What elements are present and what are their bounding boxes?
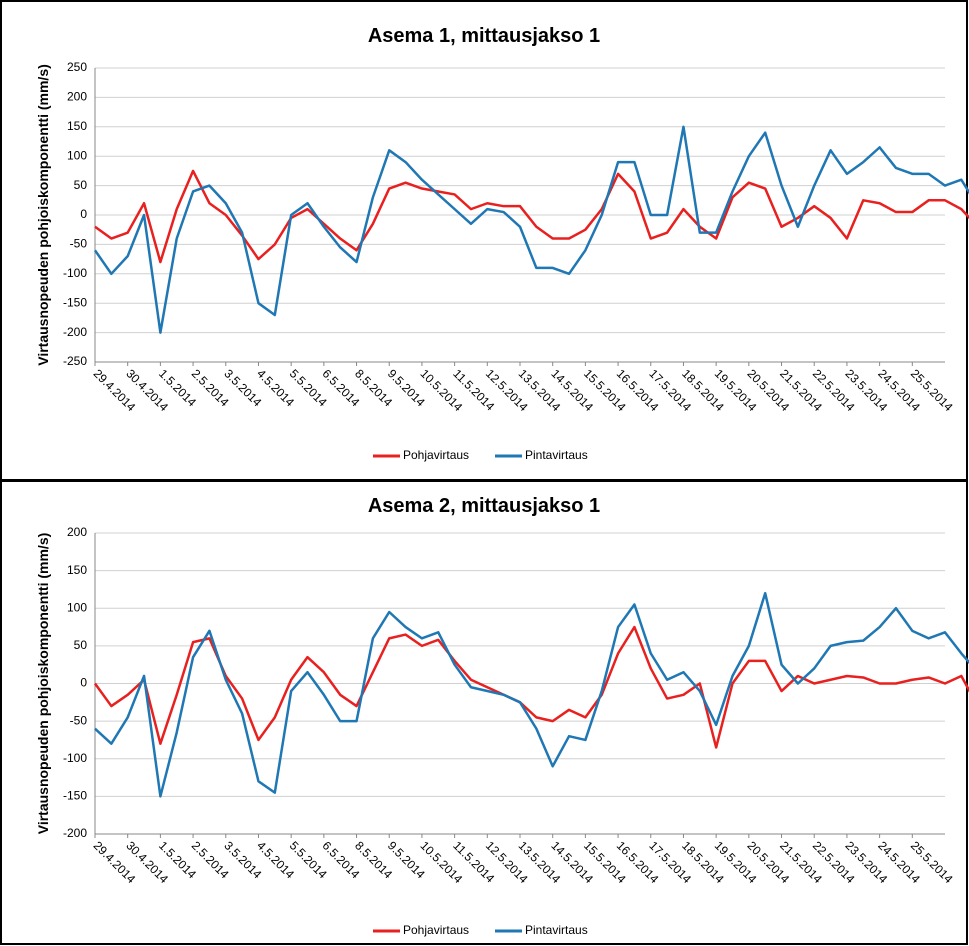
y-tick-label: -100: [63, 751, 87, 765]
y-tick-label: 100: [67, 600, 87, 614]
y-axis-label: Virtausnopeuden pohjoiskomponentti (mm/s…: [35, 64, 51, 366]
y-tick-label: 150: [67, 119, 87, 133]
y-tick-label: -50: [70, 237, 88, 251]
y-tick-label: 100: [67, 148, 87, 162]
y-tick-label: 200: [67, 90, 87, 104]
y-tick-label: -250: [63, 354, 87, 368]
chart-frame: [0, 480, 968, 945]
legend-label: Pintavirtaus: [525, 448, 588, 462]
legend-label: Pintavirtaus: [525, 923, 588, 937]
y-tick-label: -200: [63, 325, 87, 339]
y-tick-label: -50: [70, 713, 88, 727]
y-tick-label: -200: [63, 826, 87, 840]
y-tick-label: 150: [67, 563, 87, 577]
y-tick-label: 0: [80, 676, 87, 690]
data-line: [93, 125, 969, 334]
y-tick-label: 250: [67, 60, 87, 74]
chart-title: Asema 1, mittausjakso 1: [368, 25, 600, 47]
y-tick-label: 0: [80, 207, 87, 221]
chart-frame: [0, 0, 968, 481]
legend-label: Pohjavirtaus: [403, 448, 469, 462]
y-tick-label: -150: [63, 295, 87, 309]
y-axis-label: Virtausnopeuden pohjoiskomponentti (mm/s…: [35, 533, 51, 835]
y-tick-label: 50: [74, 178, 88, 192]
data-line: [94, 591, 969, 798]
y-tick-label: -150: [63, 789, 87, 803]
y-tick-label: 200: [67, 525, 87, 539]
chart-title: Asema 2, mittausjakso 1: [368, 495, 600, 517]
y-tick-label: -100: [63, 266, 87, 280]
y-tick-label: 50: [74, 638, 88, 652]
legend-label: Pohjavirtaus: [403, 923, 469, 937]
data-line: [93, 625, 969, 749]
